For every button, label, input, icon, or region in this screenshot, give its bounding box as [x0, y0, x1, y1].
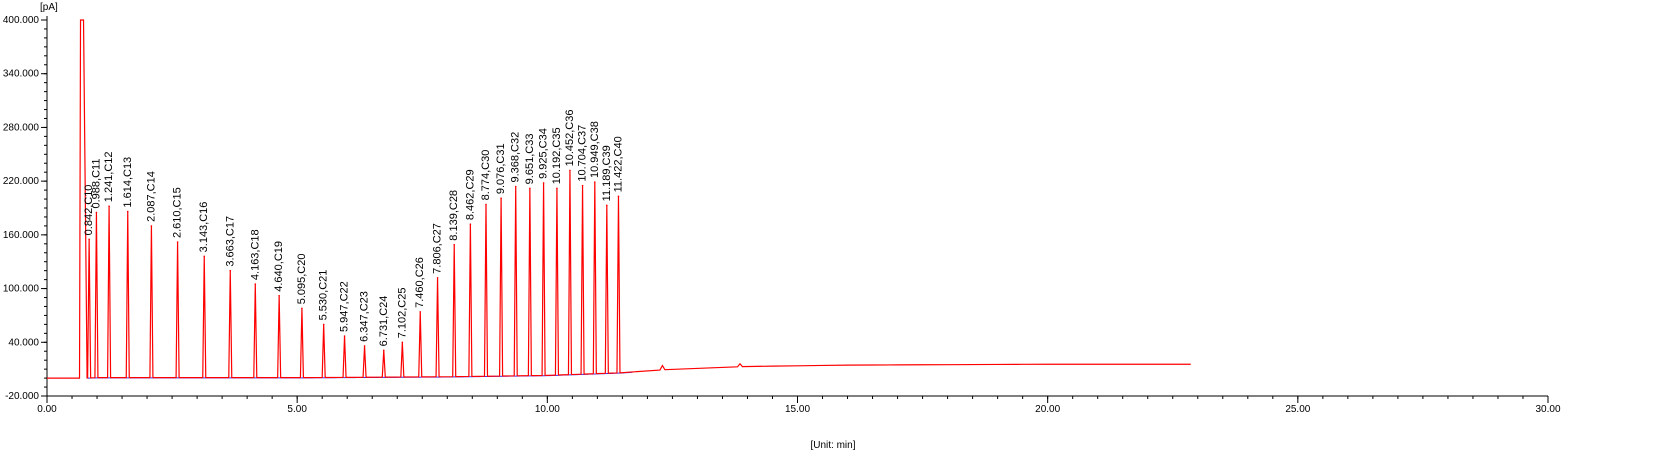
peak-label: 4.163,C18 [249, 229, 261, 280]
peak-apex-marker [594, 181, 596, 183]
peak-label: 9.925,C34 [538, 128, 550, 179]
y-tick-label: 220.000 [3, 176, 40, 187]
peak-label: 10.704,C37 [577, 125, 589, 182]
peak-label: 5.095,C20 [296, 254, 308, 305]
peak-apex-marker [401, 341, 404, 344]
peak-label: 0.988,C11 [90, 159, 102, 209]
y-tick-label: 160.000 [3, 230, 40, 241]
peak-apex-marker [542, 182, 545, 184]
peak-apex-marker [301, 307, 303, 310]
axes-group: -20.000 40.000 100.000 160.000 220.000 280.00… [3, 15, 1561, 415]
y-tick-label: 400.000 [3, 15, 40, 26]
peak-label: 11.189,C39 [601, 145, 613, 201]
peak-apex-marker [469, 223, 472, 225]
peak-apex-marker [529, 187, 531, 190]
peak-label: 7.460,C26 [414, 257, 426, 308]
peak-label: 8.139,C28 [448, 190, 460, 241]
peak-apex-marker [453, 243, 456, 246]
peak-apex-marker [108, 205, 110, 208]
peak-apex-marker [569, 169, 571, 172]
y-tick-label: 340.000 [3, 69, 40, 80]
peak-label: 8.462,C29 [464, 169, 476, 220]
peak-apex-marker [419, 311, 422, 313]
x-tick-label: 0.00 [37, 404, 57, 415]
x-tick-label: 10.00 [535, 404, 560, 415]
peak-label: 3.143,C16 [198, 202, 210, 253]
peak-label: 8.774,C30 [480, 150, 492, 201]
peak-label: 6.731,C24 [378, 296, 390, 347]
peak-label: 9.651,C33 [524, 134, 536, 185]
peak-label: 3.663,C17 [224, 216, 236, 267]
y-tick-label: 40.000 [8, 337, 39, 348]
peak-label: 7.806,C27 [432, 223, 444, 274]
peak-apex-marker [126, 210, 129, 213]
trace-group [47, 19, 1191, 379]
peak-label: 11.422,C40 [612, 136, 624, 192]
y-tick-label: -20.000 [5, 391, 39, 402]
peak-label: 1.241,C12 [103, 151, 115, 202]
peak-label: 9.076,C31 [495, 143, 507, 194]
peak-apex-marker [95, 211, 98, 214]
peak-apex-marker [581, 184, 584, 187]
peak-apex-marker [88, 238, 90, 241]
peak-label: 7.102,C25 [396, 288, 408, 339]
peak-apex-marker [436, 277, 439, 279]
peak-label: 0.842,C10 [83, 185, 95, 236]
peak-apex-marker [322, 323, 325, 326]
y-tick-label: 280.000 [3, 122, 40, 133]
x-tick-label: 20.00 [1035, 404, 1060, 415]
peak-apex-marker [556, 187, 558, 190]
peak-apex-marker [229, 269, 232, 272]
peak-apex-marker [617, 195, 620, 198]
peak-label: 2.610,C15 [172, 187, 184, 238]
peak-apex-marker [606, 204, 608, 207]
peak-apex-marker [382, 349, 385, 352]
x-tick-label: 25.00 [1285, 404, 1310, 415]
y-axis-unit-label: [pA] [40, 2, 58, 13]
x-tick-label: 15.00 [785, 404, 810, 415]
peak-label: 4.640,C19 [273, 241, 285, 292]
x-tick-label: 5.00 [287, 404, 307, 415]
peak-apex-marker [254, 283, 257, 285]
y-tick-label: 100.000 [3, 284, 40, 295]
peak-apex-marker [485, 203, 487, 206]
peak-apex-marker [363, 345, 366, 347]
signal-trace [47, 19, 1191, 379]
x-tick-label: 30.00 [1535, 404, 1560, 415]
peak-label: 10.192,C35 [551, 127, 563, 184]
peak-apex-marker [278, 294, 280, 297]
peak-label: 5.530,C21 [318, 270, 330, 321]
peak-label: 10.452,C36 [564, 110, 576, 167]
peak-apex-marker [500, 197, 502, 199]
peak-label: 2.087,C14 [145, 171, 157, 222]
peak-label: 5.947,C22 [339, 281, 351, 332]
peak-apex-marker [176, 241, 179, 243]
peak-apex-marker [150, 225, 153, 227]
x-axis-unit-label: [Unit: min] [810, 440, 855, 451]
peak-apex-marker [514, 185, 517, 188]
peak-apex-marker [203, 255, 206, 258]
peak-label: 6.347,C23 [359, 291, 371, 342]
peak-label: 10.949,C38 [589, 121, 601, 178]
peak-apex-marker [343, 335, 346, 337]
peak-label: 1.614,C13 [122, 157, 134, 208]
peak-label: 9.368,C32 [510, 132, 522, 183]
